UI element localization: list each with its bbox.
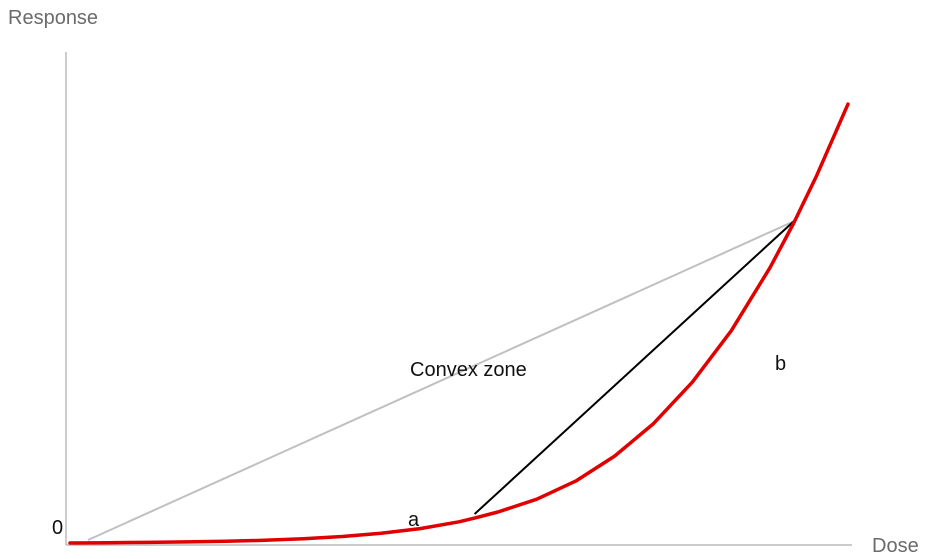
origin-label: 0: [52, 517, 63, 539]
origin-to-b-line: [87, 220, 794, 541]
y-axis-title: Response: [8, 7, 98, 29]
point-a-label: a: [408, 509, 420, 531]
chart-plot-area: [65, 52, 852, 546]
dose-response-curve: [68, 102, 850, 545]
chord-a-b-line: [473, 220, 795, 515]
convex-zone-label: Convex zone: [410, 359, 527, 381]
point-b-label: b: [775, 353, 786, 375]
x-axis-title: Dose: [872, 535, 919, 557]
